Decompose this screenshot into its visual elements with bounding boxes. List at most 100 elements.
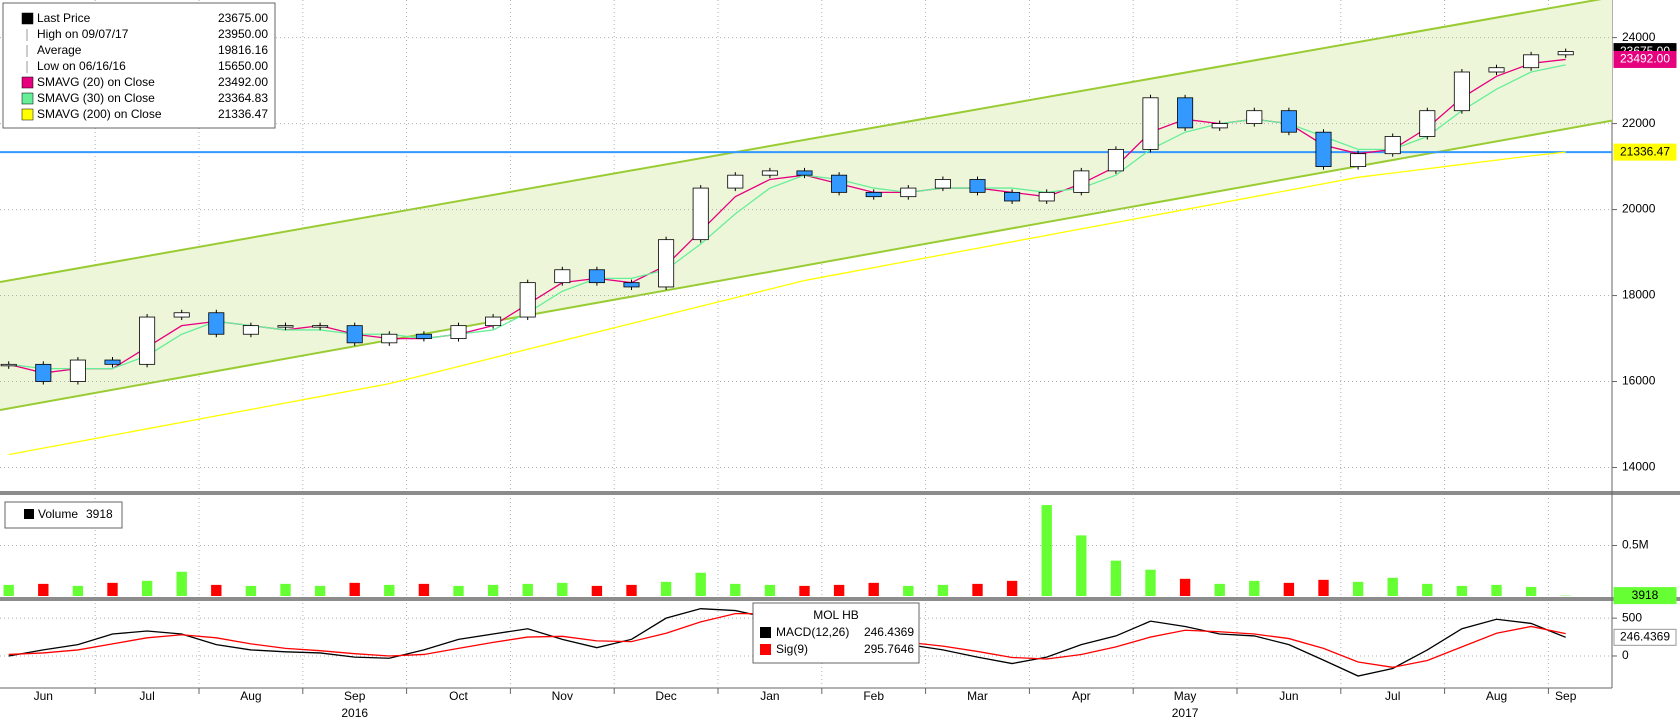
x-tick-label: Sep — [1555, 689, 1577, 703]
value-tag-label: 246.4369 — [1620, 629, 1670, 643]
value-tag — [1613, 50, 1677, 68]
candle — [934, 179, 951, 189]
value-tag-label: 21336.47 — [1620, 144, 1670, 158]
x-tick-label: Nov — [552, 689, 573, 703]
legend: Volume 3918 — [4, 501, 123, 529]
legend-label: SMAVG (30) on Close — [37, 91, 155, 105]
legend-label: Last Price — [37, 11, 91, 25]
volume-bar — [38, 583, 49, 596]
candle — [139, 316, 156, 365]
candle — [173, 312, 190, 318]
volume-bar — [799, 585, 810, 596]
y-tick-label: 0.5M — [1622, 538, 1649, 552]
candle — [969, 179, 986, 193]
x-tick-label: Aug — [1486, 689, 1507, 703]
candle — [1488, 67, 1505, 73]
volume-bar — [453, 585, 464, 596]
candle — [1280, 110, 1297, 133]
volume-bar — [1456, 585, 1468, 596]
x-tick-label: Sep — [344, 689, 366, 703]
volume-bar — [487, 584, 499, 596]
legend-value: 295.7646 — [864, 642, 914, 656]
x-tick-label: Jan — [760, 689, 779, 703]
legend-title: MOL HB — [813, 608, 859, 622]
candle — [1177, 97, 1194, 129]
legend-value: 23675.00 — [218, 11, 268, 25]
legend-value: 15650.00 — [218, 59, 268, 73]
candle — [1142, 97, 1159, 150]
candle — [727, 174, 744, 189]
volume-bar — [833, 584, 845, 596]
legend-label: Sig(9) — [776, 642, 808, 656]
volume-bar — [1352, 581, 1364, 596]
candle — [1073, 170, 1090, 193]
volume-bar — [384, 584, 395, 596]
y-tick-label: 0 — [1622, 648, 1629, 662]
legend-swatch — [760, 627, 771, 638]
legend-box — [752, 602, 920, 664]
x-tick-label: Jun — [1279, 689, 1298, 703]
value-tag — [1613, 628, 1677, 646]
candle — [831, 174, 848, 193]
volume-bar — [522, 583, 533, 596]
candle — [1211, 123, 1228, 129]
channel-fill — [0, 0, 1612, 410]
panel-separator — [0, 491, 1680, 495]
candle — [623, 282, 640, 288]
volume-bar — [937, 584, 949, 596]
volume-bar — [660, 581, 672, 596]
value-tag — [1613, 143, 1677, 161]
volume-bar — [245, 585, 257, 596]
legend-value: 3918 — [86, 507, 113, 521]
candle — [1107, 148, 1124, 172]
legend-label: Volume — [38, 507, 78, 521]
panel-separator — [0, 597, 1680, 601]
candle — [761, 170, 778, 176]
y-tick-label: 18000 — [1622, 288, 1656, 302]
volume-bar — [1041, 505, 1052, 596]
candle — [554, 269, 571, 284]
candle — [1246, 110, 1263, 124]
candle — [1523, 54, 1540, 69]
year-label: 2016 — [341, 706, 368, 720]
volume-bar — [141, 580, 153, 596]
volume-bar — [418, 583, 430, 596]
volume-bar — [730, 583, 741, 596]
candle — [519, 282, 536, 318]
channel-lower — [0, 119, 1612, 411]
candle — [485, 316, 502, 327]
value-tag-label: 23492.00 — [1620, 52, 1670, 66]
legend-value: 23492.00 — [218, 75, 268, 89]
x-tick-label: Mar — [967, 689, 988, 703]
legend-swatch — [21, 108, 34, 121]
volume-bar — [1318, 579, 1329, 596]
volume-bar — [107, 582, 118, 596]
legend-label: SMAVG (20) on Close — [37, 75, 155, 89]
x-tick-label: Dec — [655, 689, 676, 703]
legend-label: Average — [37, 43, 82, 57]
x-tick-label: Aug — [240, 689, 261, 703]
candle — [1315, 131, 1332, 167]
volume-bar — [868, 582, 879, 596]
candle — [796, 170, 813, 176]
candle — [865, 191, 882, 198]
candle — [1453, 71, 1470, 112]
volume-bar — [176, 571, 187, 596]
candle — [1557, 51, 1574, 56]
volume-bar — [3, 584, 14, 596]
legend-label: SMAVG (200) on Close — [37, 107, 162, 121]
candle — [1419, 110, 1436, 137]
volume-bar — [557, 582, 568, 596]
channel-upper — [0, 0, 1602, 284]
value-tag-label: 3918 — [1632, 588, 1659, 602]
legend-value: 246.4369 — [864, 625, 914, 639]
candle — [312, 325, 329, 328]
volume-bar — [1145, 569, 1156, 596]
candle — [1004, 191, 1021, 202]
legend-swatch — [24, 509, 34, 519]
candle — [450, 325, 467, 339]
volume-bar — [1006, 580, 1018, 596]
candle — [277, 325, 294, 328]
